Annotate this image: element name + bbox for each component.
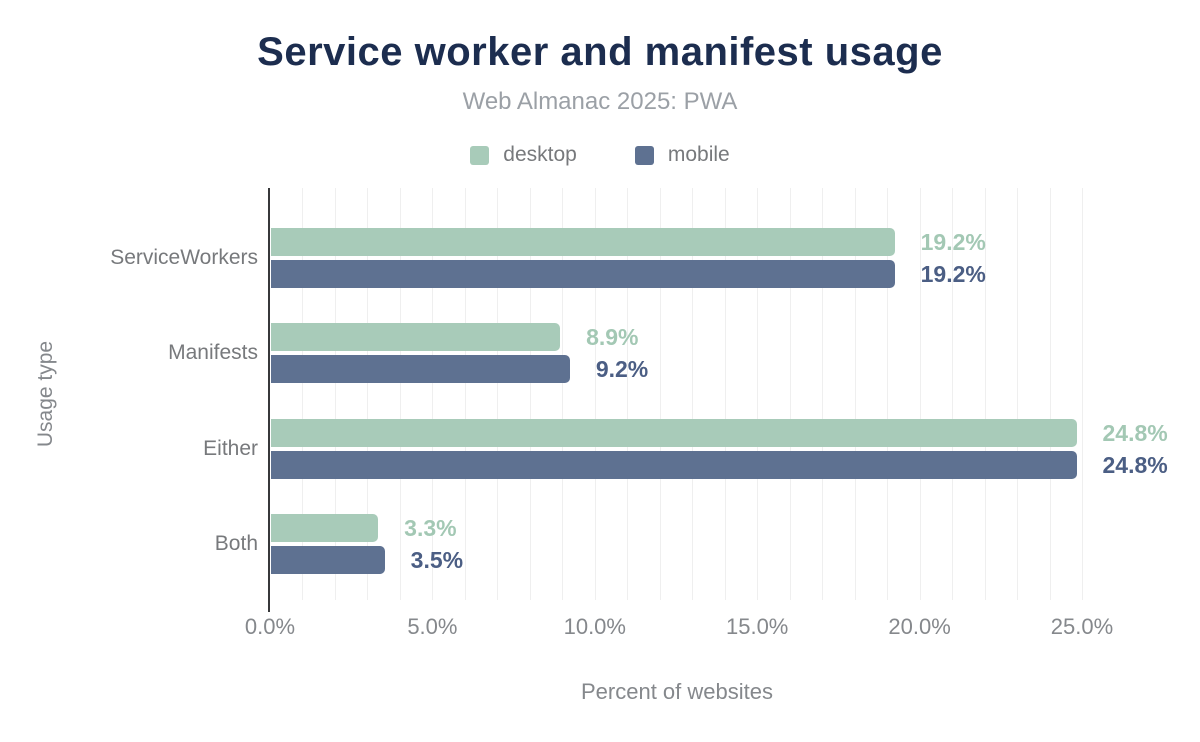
bar-mobile-ServiceWorkers (271, 260, 895, 288)
gridline (562, 188, 564, 600)
value-label-mobile-Manifests: 9.2% (595, 356, 649, 383)
value-label-mobile-Both: 3.5% (410, 547, 464, 574)
value-label-desktop-Both: 3.3% (404, 515, 457, 542)
legend: desktop mobile (0, 143, 1200, 167)
bar-desktop-Manifests (271, 323, 561, 352)
gridline (822, 188, 824, 600)
gridline (627, 188, 629, 600)
legend-item-mobile: mobile (634, 143, 730, 167)
gridline (952, 188, 954, 600)
chart-title: Service worker and manifest usage (257, 30, 943, 74)
bar-desktop-ServiceWorkers (271, 228, 895, 256)
legend-swatch-mobile-icon (634, 145, 654, 165)
x-axis-title: Percent of websites (581, 679, 773, 704)
category-label-Manifests: Manifests (168, 341, 258, 365)
x-tick-label: 15.0% (725, 614, 789, 639)
y-axis-line (268, 188, 270, 612)
gridline (464, 188, 466, 600)
value-label-mobile-Either: 24.8% (1102, 451, 1168, 478)
x-tick-label: 10.0% (563, 614, 626, 639)
gridline (1049, 188, 1051, 600)
value-label-desktop-Either: 24.8% (1102, 419, 1168, 446)
gridline (529, 188, 531, 600)
x-tick-label: 0.0% (244, 614, 296, 639)
gridline (854, 188, 856, 600)
x-tick-label: 20.0% (888, 614, 951, 639)
bar-desktop-Both (271, 514, 379, 543)
category-label-Either: Either (203, 436, 258, 460)
gridline (724, 188, 726, 600)
gridline (594, 188, 596, 600)
gridline (887, 188, 889, 600)
legend-swatch-desktop-icon (470, 145, 490, 165)
gridline (789, 188, 791, 600)
legend-label-desktop: desktop (503, 143, 577, 166)
gridline (302, 188, 304, 600)
bar-desktop-Either (271, 418, 1077, 447)
x-tick-label: 25.0% (1050, 614, 1114, 639)
gridline (984, 188, 986, 600)
x-tick-label: 5.0% (407, 614, 458, 639)
gridline (757, 188, 759, 600)
chart-subtitle: Web Almanac 2025: PWA (462, 88, 738, 115)
category-label-ServiceWorkers: ServiceWorkers (110, 246, 258, 269)
bar-mobile-Both (271, 546, 385, 575)
legend-label-mobile: mobile (667, 143, 730, 166)
gridline (659, 188, 661, 600)
value-label-desktop-ServiceWorkers: 19.2% (920, 229, 986, 255)
bar-mobile-Either (271, 450, 1077, 479)
gridline (399, 188, 401, 600)
gridline (919, 188, 921, 600)
value-label-desktop-Manifests: 8.9% (586, 324, 639, 351)
gridline (692, 188, 694, 600)
value-label-mobile-ServiceWorkers: 19.2% (920, 261, 986, 287)
bar-mobile-Manifests (271, 355, 570, 384)
category-label-Both: Both (214, 532, 258, 556)
gridline (1082, 188, 1083, 600)
gridline (367, 188, 369, 600)
gridline (334, 188, 336, 600)
y-axis-title: Usage type (34, 340, 57, 448)
gridline (432, 188, 434, 600)
gridline (497, 188, 499, 600)
legend-item-desktop: desktop (470, 143, 577, 167)
gridline (1017, 188, 1019, 600)
